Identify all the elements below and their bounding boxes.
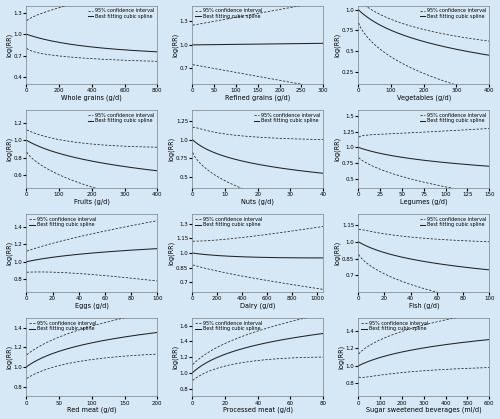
Legend: 95% confidence interval, Best fitting cubic spline: 95% confidence interval, Best fitting cu… — [87, 8, 155, 20]
Y-axis label: log(RR): log(RR) — [6, 33, 12, 57]
X-axis label: Whole grains (g/d): Whole grains (g/d) — [62, 95, 122, 101]
X-axis label: Refined grains (g/d): Refined grains (g/d) — [225, 95, 290, 101]
Y-axis label: log(RR): log(RR) — [168, 137, 174, 161]
Y-axis label: log(RR): log(RR) — [172, 33, 178, 57]
Legend: 95% confidence interval, Best fitting cubic spline: 95% confidence interval, Best fitting cu… — [29, 216, 96, 228]
X-axis label: Processed meat (g/d): Processed meat (g/d) — [223, 407, 293, 414]
X-axis label: Eggs (g/d): Eggs (g/d) — [75, 303, 108, 309]
Legend: 95% confidence interval, Best fitting cubic spline: 95% confidence interval, Best fitting cu… — [419, 216, 487, 228]
Y-axis label: log(RR): log(RR) — [6, 345, 12, 369]
Legend: 95% confidence interval, Best fitting cubic spline: 95% confidence interval, Best fitting cu… — [253, 112, 321, 124]
Y-axis label: log(RR): log(RR) — [334, 241, 340, 265]
X-axis label: Legumes (g/d): Legumes (g/d) — [400, 199, 448, 205]
X-axis label: Red meat (g/d): Red meat (g/d) — [67, 407, 116, 414]
Legend: 95% confidence interval, Best fitting cubic spline: 95% confidence interval, Best fitting cu… — [87, 112, 155, 124]
X-axis label: Dairy (g/d): Dairy (g/d) — [240, 303, 276, 309]
Y-axis label: log(RR): log(RR) — [168, 241, 174, 265]
Legend: 95% confidence interval, Best fitting cubic spline: 95% confidence interval, Best fitting cu… — [195, 216, 262, 228]
Y-axis label: log(RR): log(RR) — [6, 241, 12, 265]
X-axis label: Nuts (g/d): Nuts (g/d) — [242, 199, 274, 205]
X-axis label: Sugar sweetened beverages (ml/d): Sugar sweetened beverages (ml/d) — [366, 407, 482, 414]
Y-axis label: log(RR): log(RR) — [334, 137, 340, 161]
X-axis label: Fruits (g/d): Fruits (g/d) — [74, 199, 110, 205]
Legend: 95% confidence interval, Best fitting cubic spline: 95% confidence interval, Best fitting cu… — [361, 320, 428, 332]
X-axis label: Vegetables (g/d): Vegetables (g/d) — [396, 95, 451, 101]
Y-axis label: log(RR): log(RR) — [338, 345, 344, 369]
Legend: 95% confidence interval, Best fitting cubic spline: 95% confidence interval, Best fitting cu… — [195, 320, 262, 332]
X-axis label: Fish (g/d): Fish (g/d) — [408, 303, 439, 309]
Y-axis label: log(RR): log(RR) — [6, 137, 12, 161]
Legend: 95% confidence interval, Best fitting cubic spline: 95% confidence interval, Best fitting cu… — [419, 112, 487, 124]
Legend: 95% confidence interval, Best fitting cubic spline: 95% confidence interval, Best fitting cu… — [29, 320, 96, 332]
Legend: 95% confidence interval, Best fitting cubic spline: 95% confidence interval, Best fitting cu… — [419, 8, 487, 20]
Y-axis label: log(RR): log(RR) — [172, 345, 178, 369]
Y-axis label: log(RR): log(RR) — [334, 33, 340, 57]
Legend: 95% confidence interval, Best fitting cubic spline: 95% confidence interval, Best fitting cu… — [195, 8, 262, 20]
